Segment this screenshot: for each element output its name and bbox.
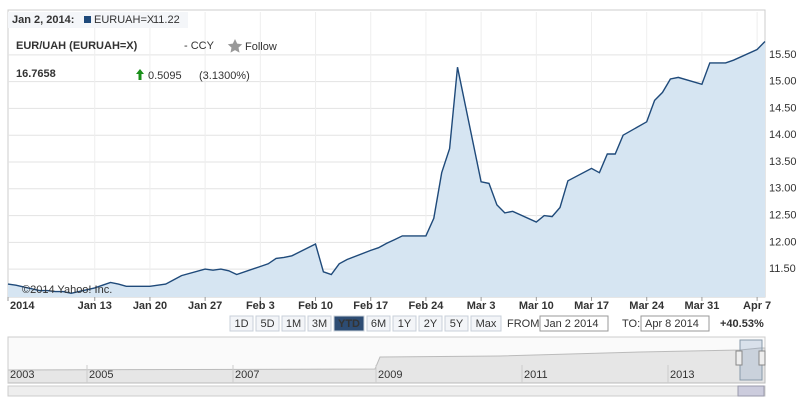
change-pct: (3.1300%)	[199, 70, 250, 82]
navigator-year: 2007	[235, 369, 259, 381]
x-tick-label: Mar 3	[467, 300, 496, 312]
range-button-label[interactable]: 1Y	[398, 318, 412, 330]
legend-name: EURUAH=X	[94, 14, 155, 26]
range-button[interactable]	[281, 315, 306, 332]
range-button-label[interactable]: 6M	[371, 318, 386, 330]
y-tick-label: 12.50	[769, 209, 797, 221]
x-tick-label: Mar 17	[574, 300, 609, 312]
y-tick-label: 15.00	[769, 76, 797, 88]
legend-swatch	[84, 16, 91, 23]
x-tick-label: Jan 20	[133, 300, 167, 312]
scrollbar-track	[7, 385, 766, 397]
range-button[interactable]	[444, 315, 469, 332]
to-label: TO:	[622, 318, 640, 330]
range-button-label[interactable]: Max	[476, 318, 497, 330]
to-value[interactable]: Apr 8 2014	[645, 318, 699, 330]
range-button-label[interactable]: 5Y	[450, 318, 464, 330]
line	[7, 41, 766, 295]
navigator-year: 2005	[89, 369, 113, 381]
y-tick-label: 12.00	[769, 236, 797, 248]
range-button[interactable]	[392, 315, 417, 332]
y-tick-label: 15.50	[769, 49, 797, 61]
x-tick-label: 2014	[10, 300, 35, 312]
follow[interactable]: Follow	[245, 41, 277, 53]
y-tick-label: 14.50	[769, 102, 797, 114]
price: 16.7658	[16, 68, 56, 80]
from-label: FROM:	[507, 318, 542, 330]
title: EUR/UAH (EURUAH=X)	[16, 40, 138, 52]
range-button-label[interactable]: 2Y	[424, 318, 438, 330]
from-input[interactable]	[539, 315, 609, 332]
up-arrow	[136, 69, 144, 80]
period-change: +40.53%	[720, 318, 764, 330]
y-tick-label: 14.00	[769, 129, 797, 141]
x-tick-label: Jan 27	[188, 300, 222, 312]
x-tick-label: Mar 10	[519, 300, 554, 312]
range-button-label[interactable]: 5D	[260, 318, 274, 330]
x-tick-label: Mar 24	[629, 300, 665, 312]
exchange: - CCY	[184, 40, 215, 52]
navigator-year: 2011	[524, 369, 548, 381]
range-button[interactable]	[229, 315, 254, 332]
navigator-year: 2009	[378, 369, 402, 381]
change: 0.5095	[148, 70, 182, 82]
x-tick-label: Feb 10	[298, 300, 333, 312]
x-tick-label: Feb 3	[246, 300, 275, 312]
range-button-label[interactable]: 1D	[234, 318, 248, 330]
from-value[interactable]: Jan 2 2014	[544, 318, 598, 330]
y-tick-label: 13.50	[769, 156, 797, 168]
scrollbar-thumb[interactable]	[737, 385, 765, 397]
area	[8, 41, 765, 297]
legend-value: 11.22	[153, 14, 180, 26]
range-button[interactable]	[307, 315, 332, 332]
range-button[interactable]	[333, 315, 365, 332]
range-button[interactable]	[418, 315, 443, 332]
navigator-handle[interactable]	[758, 350, 766, 366]
x-tick-label: Apr 7	[743, 300, 771, 312]
range-button[interactable]	[470, 315, 502, 332]
range-button-label[interactable]: 3M	[312, 318, 327, 330]
range-button-label[interactable]: 1M	[286, 318, 301, 330]
range-button[interactable]	[255, 315, 280, 332]
range-button[interactable]	[366, 315, 391, 332]
navigator-handle[interactable]	[735, 350, 743, 366]
x-tick-label: Feb 17	[353, 300, 388, 312]
legend-bar	[8, 12, 188, 28]
navigator-year: 2013	[670, 369, 694, 381]
x-tick-label: Feb 24	[408, 300, 444, 312]
star-icon	[227, 39, 243, 53]
hover-date: Jan 2, 2014:	[12, 14, 74, 26]
range-button-label[interactable]: YTD	[338, 318, 360, 330]
x-tick-label: Jan 13	[78, 300, 112, 312]
y-tick-label: 13.00	[769, 183, 797, 195]
x-tick-label: Mar 31	[684, 300, 719, 312]
to-input[interactable]	[640, 315, 710, 332]
navigator-year: 2003	[10, 369, 34, 381]
y-tick-label: 11.50	[769, 263, 796, 275]
watermark: ©2014 Yahoo! Inc.	[22, 284, 112, 296]
